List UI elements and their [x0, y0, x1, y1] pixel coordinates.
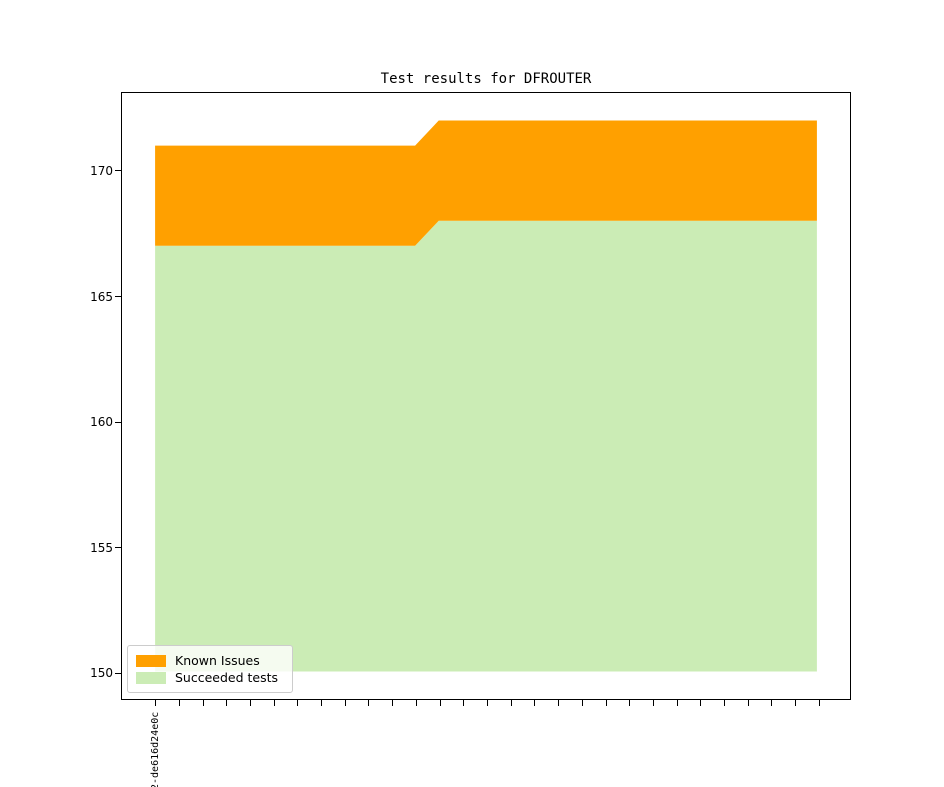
- legend-label: Succeeded tests: [175, 670, 279, 685]
- plot-area: 150 155 160 165 170 2-de616d24e0c Known Issu…: [90, 92, 851, 787]
- x-tick-mark: [510, 700, 512, 706]
- chart-title: Test results for DFROUTER: [380, 71, 592, 87]
- x-tick-mark: [795, 700, 797, 706]
- x-tick-mark: [178, 700, 180, 706]
- y-tick-mark: [115, 421, 121, 423]
- y-tick-mark: [115, 296, 121, 297]
- y-tick-label: 170: [90, 163, 113, 178]
- x-tick-mark: [747, 700, 749, 706]
- x-tick-mark: [392, 700, 394, 706]
- y-tick-label: 160: [90, 415, 113, 430]
- legend: Known Issues Succeeded tests: [127, 645, 293, 693]
- x-tick-mark: [534, 700, 536, 706]
- x-tick-mark: [652, 700, 654, 706]
- x-tick-mark: [155, 700, 157, 706]
- x-tick-mark: [463, 700, 465, 706]
- x-tick-mark: [415, 700, 417, 706]
- succeeded-tests-swatch-icon: [136, 671, 166, 684]
- y-tick-mark: [115, 547, 121, 549]
- y-tick-mark: [115, 672, 121, 674]
- x-tick-mark: [273, 700, 275, 706]
- legend-item-known-issues: Known Issues: [136, 652, 284, 669]
- x-tick-mark: [724, 700, 725, 706]
- legend-label: Known Issues: [175, 653, 260, 668]
- x-tick-mark: [226, 700, 228, 706]
- y-tick-label: 155: [90, 540, 113, 555]
- x-tick-mark: [439, 700, 441, 706]
- stacked-area-plot: [155, 120, 817, 672]
- x-tick-mark: [676, 700, 678, 706]
- x-tick-mark: [297, 700, 299, 706]
- area-series-succeeded-tests: [155, 220, 817, 672]
- x-tick-label: 2-de616d24e0c: [150, 711, 161, 787]
- x-tick-mark: [581, 700, 583, 706]
- legend-item-succeeded-tests: Succeeded tests: [136, 669, 284, 686]
- y-tick-label: 165: [90, 289, 113, 304]
- x-tick-mark: [321, 700, 323, 706]
- x-tick-mark: [558, 700, 560, 706]
- x-tick-mark: [818, 700, 820, 706]
- y-tick-mark: [115, 170, 121, 172]
- x-tick-mark: [605, 700, 607, 706]
- area-series-known-issues: [155, 120, 817, 246]
- x-tick-mark: [249, 700, 251, 706]
- y-tick-label: 150: [90, 666, 113, 681]
- x-tick-mark: [629, 700, 631, 706]
- x-tick-mark: [344, 700, 346, 706]
- x-tick-mark: [700, 700, 702, 706]
- x-tick-mark: [487, 700, 488, 706]
- x-tick-mark: [771, 700, 773, 706]
- x-tick-mark: [368, 700, 370, 706]
- known-issues-swatch-icon: [136, 654, 166, 667]
- x-tick-mark: [202, 700, 204, 706]
